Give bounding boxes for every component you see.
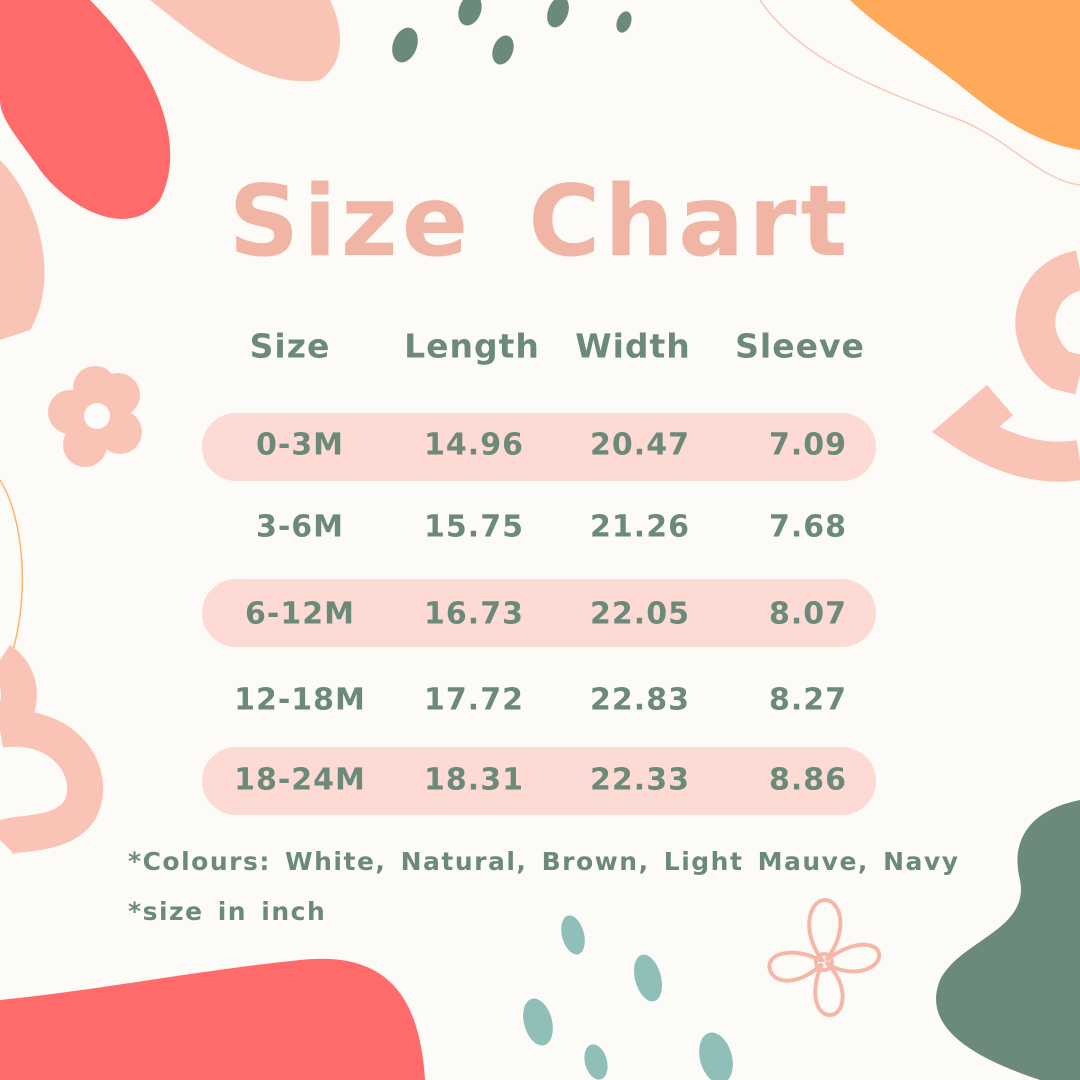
pink-loop-left	[0, 645, 104, 856]
cell-sleeve: 8.27	[768, 682, 848, 718]
colours-note: *Colours: White, Natural, Brown, Light M…	[128, 847, 960, 876]
cell-size: 3-6M	[255, 509, 345, 545]
cell-sleeve: 7.09	[768, 427, 848, 463]
cell-width: 22.83	[590, 682, 690, 718]
row-band	[202, 747, 876, 815]
cell-size: 6-12M	[245, 596, 355, 632]
cell-width: 22.33	[590, 762, 690, 798]
green-dots-top	[392, 0, 632, 65]
cell-sleeve: 8.86	[768, 762, 848, 798]
row-band	[202, 413, 876, 481]
red-blob-bottom	[0, 958, 425, 1080]
pink-petal-left	[0, 160, 45, 340]
red-petal-top-left	[0, 0, 171, 219]
header-sleeve: Sleeve	[735, 326, 865, 366]
row-band	[202, 579, 876, 647]
cell-width: 21.26	[590, 509, 690, 545]
cell-size: 0-3M	[255, 427, 345, 463]
pink-blob-top	[150, 0, 340, 82]
outline-flower-icon-bottom	[767, 897, 882, 1018]
cell-sleeve: 7.68	[768, 509, 848, 545]
header-size: Size	[249, 326, 331, 366]
header-width: Width	[575, 326, 691, 366]
unit-note: *size in inch	[128, 897, 327, 926]
teal-dots-bottom	[523, 915, 733, 1080]
green-blob-bottom-right	[936, 800, 1080, 1080]
flower-icon-left	[48, 366, 142, 467]
cell-length: 17.72	[424, 682, 524, 718]
header-length: Length	[404, 326, 540, 366]
page-title: Size Chart	[228, 165, 852, 279]
thin-line-top-right	[759, 0, 1080, 186]
cell-width: 20.47	[590, 427, 690, 463]
cell-length: 15.75	[424, 509, 524, 545]
orange-line-left	[0, 479, 24, 661]
cell-width: 22.05	[590, 596, 690, 632]
cell-sleeve: 8.07	[768, 596, 848, 632]
cell-length: 16.73	[424, 596, 524, 632]
cell-length: 18.31	[424, 762, 524, 798]
cell-size: 12-18M	[234, 682, 366, 718]
pink-swirl-right	[931, 250, 1080, 482]
orange-blob-top-right	[850, 0, 1080, 150]
cell-size: 18-24M	[234, 762, 366, 798]
cell-length: 14.96	[424, 427, 524, 463]
